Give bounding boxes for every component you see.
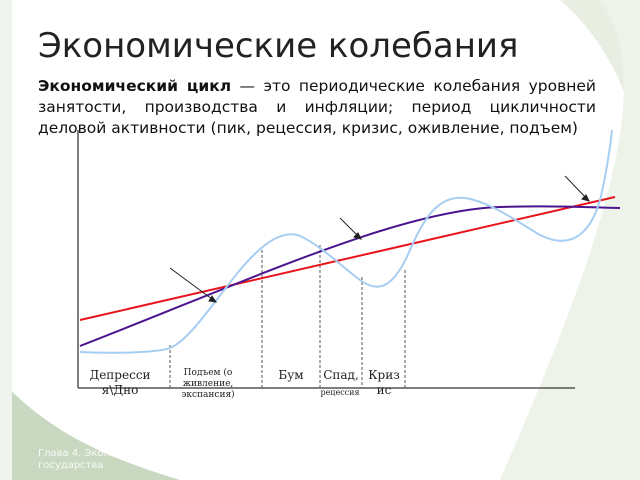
phase-label: Подъем (оживление, экспансия) (181, 368, 235, 400)
growth-curve (79, 205, 621, 347)
phase-label: Спад, (323, 368, 359, 382)
decor (500, 0, 640, 480)
phase-dividers (169, 245, 406, 388)
trend-line (79, 196, 616, 321)
decor (0, 0, 12, 480)
phase-label: Кризис (368, 368, 400, 397)
phase-label: Бум (278, 368, 304, 382)
definition: Экономический цикл — это периодические к… (38, 76, 596, 139)
cycle-curve (79, 129, 613, 354)
decor (0, 380, 180, 480)
title: Экономические колебания (38, 26, 519, 66)
term: Экономический цикл (38, 77, 232, 95)
definition-text: — это периодические колебания уровней за… (38, 77, 596, 137)
arrows (169, 175, 590, 303)
phase-note: рецессия (320, 388, 360, 397)
phase-label: Депрессия\Дно (89, 368, 151, 397)
footer: Глава 4. Экономика государства (38, 448, 143, 471)
